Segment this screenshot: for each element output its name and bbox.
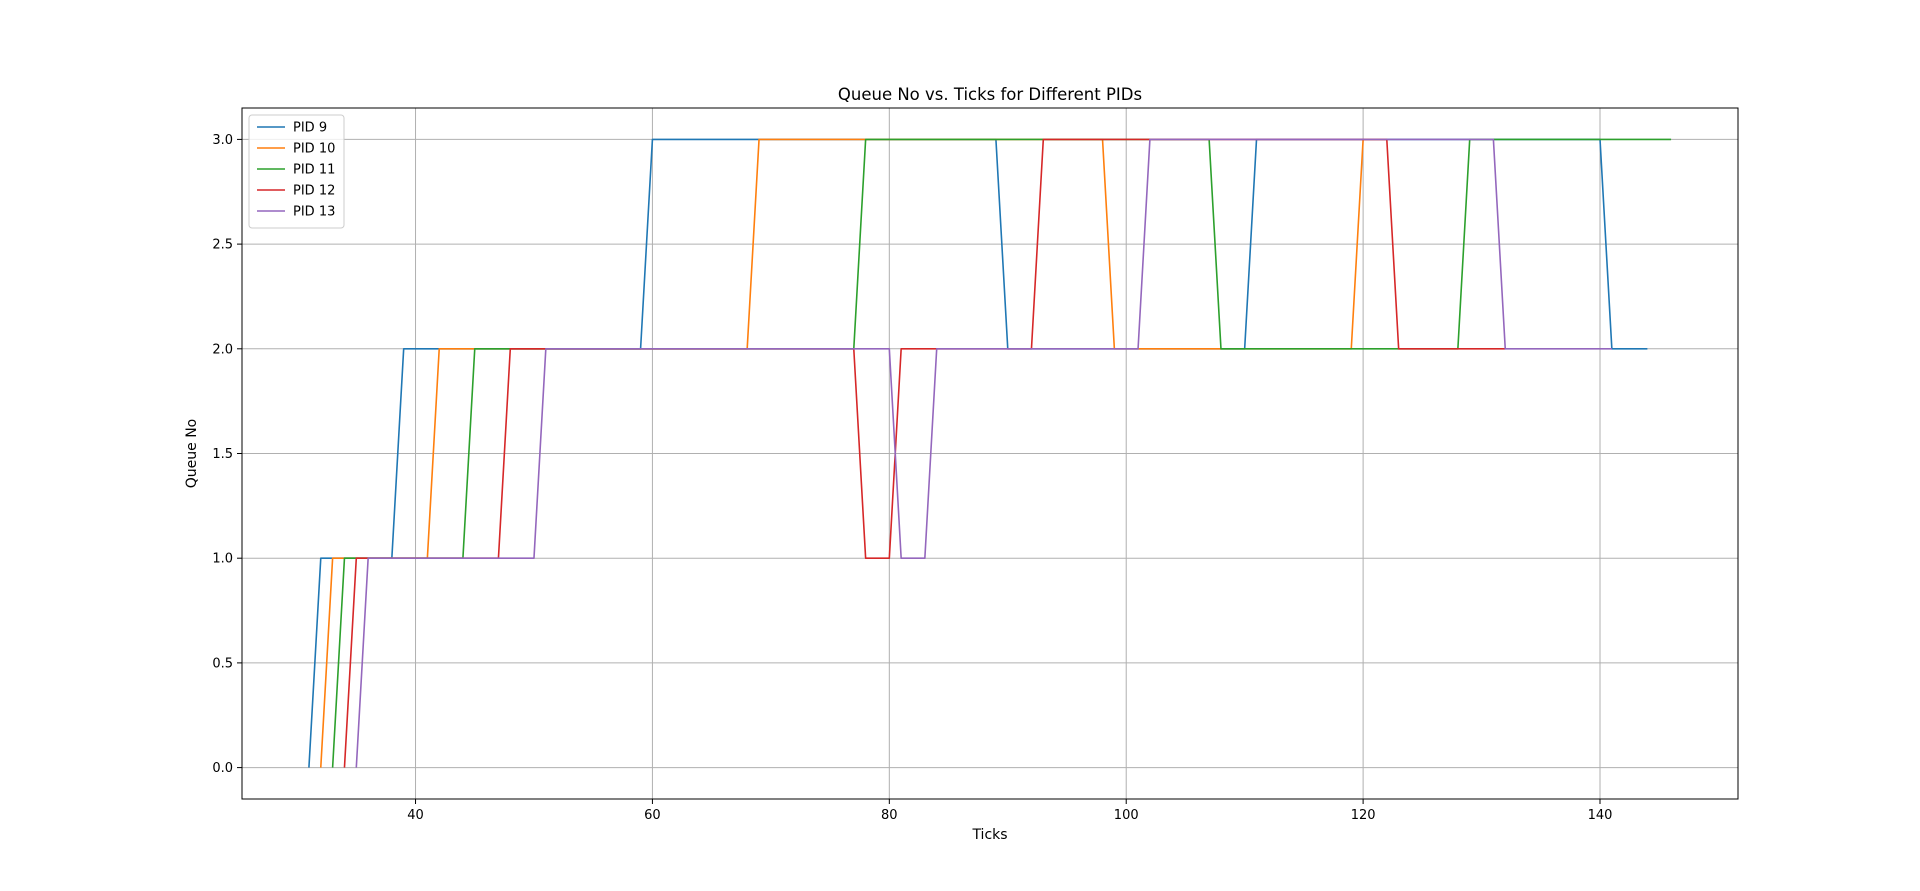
x-tick-label: 60: [644, 808, 661, 823]
legend-box: [248, 114, 345, 229]
axis-ticks: 40 60 80 100 120 140 0.0 0.5 1.0 1.5 2.0 2.5 3.0: [212, 133, 1612, 823]
legend-label: PID 12: [293, 184, 335, 199]
y-axis-label: Queue No: [184, 419, 200, 488]
legend-label: PID 9: [293, 121, 327, 136]
y-tick-label: 2.5: [212, 238, 233, 253]
x-tick-label: 80: [881, 808, 898, 823]
x-axis-label: Ticks: [971, 827, 1007, 843]
legend-label: PID 10: [293, 142, 335, 157]
legend-label: PID 11: [293, 163, 335, 178]
x-tick-label: 40: [407, 808, 424, 823]
y-tick-label: 2.0: [212, 342, 233, 357]
legend-label: PID 13: [293, 205, 335, 220]
y-tick-label: 1.0: [212, 552, 233, 567]
y-tick-label: 1.5: [212, 447, 233, 462]
x-tick-label: 120: [1351, 808, 1376, 823]
chart-title: Queue No vs. Ticks for Different PIDs: [838, 85, 1142, 104]
y-tick-label: 0.0: [212, 761, 233, 776]
x-tick-label: 140: [1588, 808, 1613, 823]
x-tick-label: 100: [1114, 808, 1139, 823]
legend: PID 9 PID 10 PID 11 PID 12 PID 13: [248, 114, 345, 229]
y-tick-label: 3.0: [212, 133, 233, 148]
series-line-pid-13: [355, 138, 1612, 768]
y-tick-label: 0.5: [212, 656, 233, 671]
series-lines: [308, 138, 1672, 768]
